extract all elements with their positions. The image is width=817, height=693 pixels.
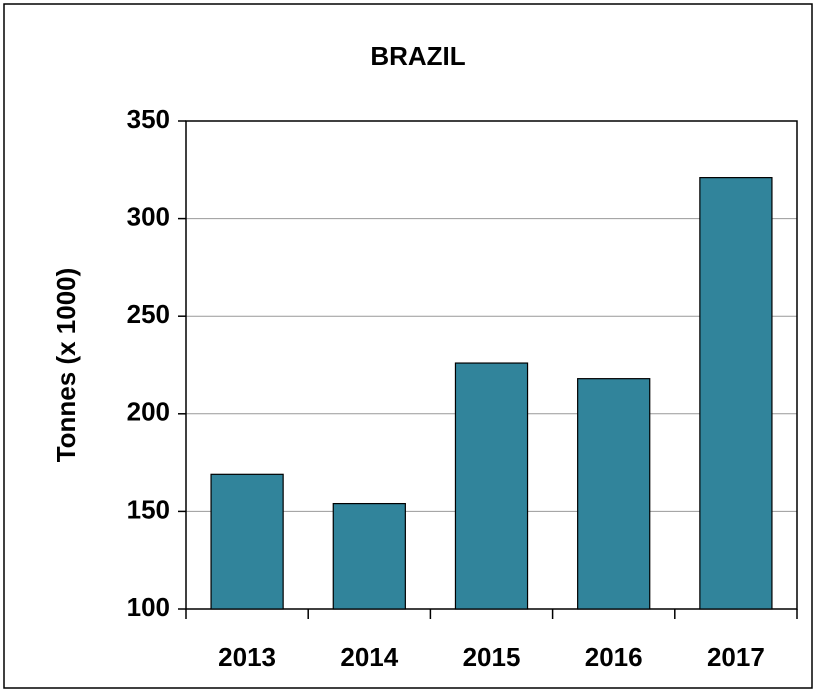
y-axis-label: Tonnes (x 1000)	[51, 268, 81, 463]
x-tick-label: 2013	[218, 642, 276, 672]
y-tick-label: 150	[127, 494, 170, 524]
x-tick-label: 2017	[707, 642, 765, 672]
x-tick-label: 2016	[585, 642, 643, 672]
y-tick-label: 100	[127, 592, 170, 622]
chart-border	[3, 3, 813, 689]
bar	[210, 473, 284, 610]
x-tick-label: 2015	[463, 642, 521, 672]
y-tick-label: 300	[127, 201, 170, 231]
bar	[577, 378, 651, 610]
x-tick-label: 2014	[340, 642, 398, 672]
y-tick-label: 200	[127, 397, 170, 427]
bar	[332, 502, 406, 610]
bar	[699, 177, 773, 610]
y-tick-label: 350	[127, 104, 170, 134]
bar	[454, 362, 529, 610]
chart-title: BRAZIL	[370, 41, 465, 71]
y-tick-label: 250	[127, 299, 170, 329]
